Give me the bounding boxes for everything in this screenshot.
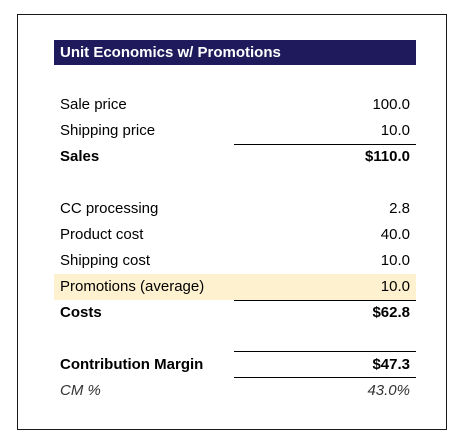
row-label: CC processing <box>60 200 159 217</box>
row-shipping-price: Shipping price 10.0 <box>54 118 416 144</box>
row-value: $110.0 <box>364 148 410 165</box>
row-value: 2.8 <box>389 200 410 217</box>
row-label: Costs <box>60 304 102 321</box>
row-label: Sales <box>60 148 100 165</box>
row-value: 10.0 <box>380 252 410 269</box>
row-shipping-cost: Shipping cost 10.0 <box>54 248 416 274</box>
table-title: Unit Economics w/ Promotions <box>54 40 416 65</box>
row-value: 43.0% <box>367 382 410 399</box>
row-sale-price: Sale price 100.0 <box>54 92 416 118</box>
highlight-band <box>54 274 416 300</box>
row-label: Sale price <box>60 96 127 113</box>
row-value: 40.0 <box>380 226 410 243</box>
row-product-cost: Product cost 40.0 <box>54 222 416 248</box>
row-sales-total: Sales $110.0 <box>54 144 416 170</box>
row-cm-percent: CM % 43.0% <box>54 378 416 404</box>
row-value: 10.0 <box>380 278 410 295</box>
row-value: 10.0 <box>380 122 410 139</box>
row-value: 100.0 <box>372 96 410 113</box>
row-label: Contribution Margin <box>60 356 204 373</box>
sales-divider <box>234 144 416 145</box>
row-costs-total: Costs $62.8 <box>54 300 416 326</box>
row-value: $47.3 <box>372 356 410 373</box>
sheet-frame <box>17 14 447 430</box>
costs-divider <box>234 300 416 301</box>
row-label: CM % <box>60 382 101 399</box>
row-value: $62.8 <box>372 304 410 321</box>
margin-top-divider <box>234 351 416 352</box>
margin-bottom-divider <box>234 377 416 378</box>
row-label: Product cost <box>60 226 144 243</box>
row-label: Shipping price <box>60 122 156 139</box>
row-contribution-margin: Contribution Margin $47.3 <box>54 352 416 378</box>
row-promotions-highlighted: Promotions (average) 10.0 <box>54 274 416 300</box>
row-label: Shipping cost <box>60 252 151 269</box>
row-label: Promotions (average) <box>60 278 205 295</box>
row-cc-processing: CC processing 2.8 <box>54 196 416 222</box>
